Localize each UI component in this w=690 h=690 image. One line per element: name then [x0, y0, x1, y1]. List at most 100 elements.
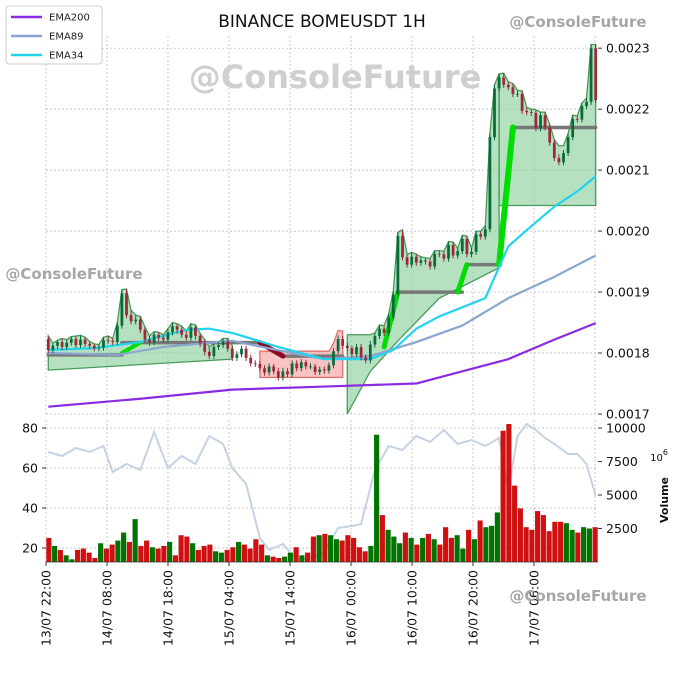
candle-body — [368, 344, 372, 361]
volume-bar — [299, 555, 305, 562]
candle-body — [92, 345, 96, 349]
candle-body — [442, 254, 446, 259]
candle-body — [580, 106, 584, 120]
volume-bar — [581, 527, 587, 562]
volume-bar — [443, 527, 449, 562]
candle-body — [410, 256, 414, 265]
candle-body — [171, 326, 174, 333]
rsi-tick-label: 60 — [22, 461, 38, 476]
volume-bars — [46, 424, 598, 562]
volume-bar — [569, 529, 575, 562]
volume-bar — [512, 485, 518, 562]
candle-body — [318, 369, 322, 372]
volume-bar — [402, 532, 408, 562]
candle-body — [470, 251, 473, 255]
volume-bar — [247, 548, 253, 562]
candle-body — [69, 339, 73, 343]
volume-bar — [523, 527, 529, 562]
candle-body — [65, 342, 69, 347]
volume-bar — [477, 520, 483, 562]
candle-body — [267, 366, 271, 373]
candle-body — [437, 253, 441, 255]
volume-bar — [161, 545, 167, 562]
candle-body — [194, 327, 197, 336]
candle-body — [529, 112, 533, 114]
labels: @ConsoleFuture @ConsoleFuture @ConsoleFu… — [5, 12, 671, 605]
candle-body — [557, 157, 561, 163]
volume-tick-label: 7500 — [606, 454, 638, 469]
axes: 0.0017 0.0018 0.0019 0.0020 0.0021 0.0022 0.00… — [22, 41, 650, 646]
x-tick-label: 15/07 14:00 — [283, 570, 298, 646]
price-tick-label: 0.0018 — [606, 346, 650, 361]
volume-bar — [575, 532, 581, 562]
volume-bar — [195, 549, 201, 562]
volume-bar — [310, 536, 316, 562]
candle-body — [120, 293, 124, 326]
candle-body — [327, 365, 331, 371]
volume-bar — [109, 544, 115, 562]
volume-bar — [144, 540, 150, 562]
candle-body — [56, 342, 59, 346]
candle-body — [414, 256, 418, 263]
ema89-line — [48, 254, 597, 361]
candle-body — [46, 339, 50, 350]
candle-body — [474, 234, 478, 252]
volume-bar — [259, 544, 265, 562]
candle-body — [502, 77, 506, 85]
candle-body — [322, 369, 326, 371]
candle-body — [207, 351, 211, 357]
rsi-line — [48, 422, 597, 562]
signal-line-green — [455, 262, 470, 295]
volume-bar — [149, 547, 155, 562]
volume-bar — [563, 523, 569, 562]
volume-bar — [397, 543, 403, 562]
volume-bar — [63, 555, 69, 562]
volume-bar — [224, 549, 230, 562]
candle-body — [552, 142, 556, 158]
volume-bar — [356, 547, 362, 562]
candle-body — [79, 339, 82, 346]
candle-body — [60, 342, 64, 347]
volume-bar — [454, 535, 460, 562]
volume-bar — [420, 537, 426, 562]
signal-line-green — [119, 340, 143, 356]
legend-label: EMA200 — [49, 13, 90, 24]
candle-body — [433, 253, 437, 267]
candle-body — [212, 346, 216, 357]
candle-body — [217, 345, 220, 347]
candle-body — [447, 245, 450, 259]
watermark-left: @ConsoleFuture — [5, 265, 142, 283]
volume-bar — [506, 424, 512, 562]
candle-body — [272, 366, 276, 372]
volume-axis-multiplier: 106 — [650, 448, 668, 464]
candle-body — [391, 294, 395, 318]
volume-tick-label: 10000 — [606, 421, 646, 436]
price-tick-label: 0.0023 — [606, 41, 650, 56]
candle-body — [493, 88, 496, 138]
volume-bar — [236, 541, 242, 562]
volume-bar — [121, 532, 127, 562]
legend-box — [5, 5, 103, 65]
volume-bar — [448, 537, 454, 562]
candle-body — [295, 363, 299, 369]
volume-bar — [425, 533, 431, 562]
candle-body — [396, 235, 400, 295]
candle-body — [479, 234, 483, 237]
volume-bar — [339, 540, 345, 562]
candle-body — [465, 239, 469, 255]
volume-bar — [471, 539, 477, 562]
legend-label: EMA89 — [49, 32, 84, 43]
volume-bar — [322, 533, 328, 562]
candle-body — [451, 245, 455, 256]
candle-body — [138, 319, 142, 330]
candle-body — [152, 334, 156, 343]
volume-bar — [167, 541, 173, 562]
volume-bar — [328, 535, 334, 562]
candle-body — [235, 354, 239, 358]
volume-bar — [241, 544, 247, 562]
x-tick-label: 16/07 00:00 — [344, 570, 359, 646]
candle-body — [290, 363, 294, 375]
volume-bar — [592, 527, 598, 562]
x-tick-label: 17/07 06:00 — [527, 570, 542, 646]
